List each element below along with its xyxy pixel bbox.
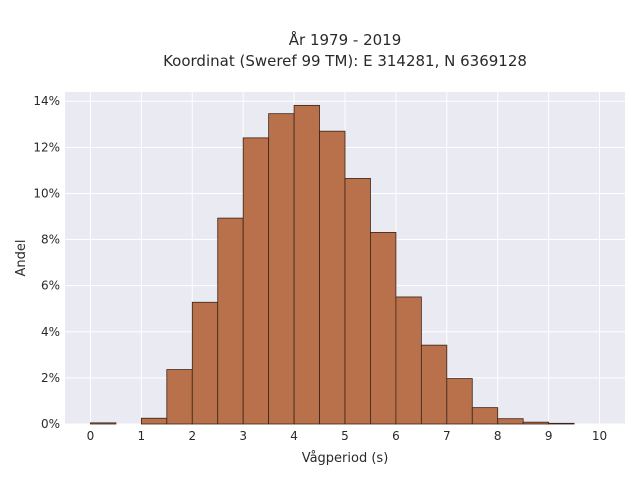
y-tick-label: 4%: [41, 325, 60, 339]
histogram-bar: [319, 130, 346, 425]
histogram-bar: [90, 422, 117, 425]
y-axis-label: Andel: [14, 240, 29, 277]
y-tick-label: 6%: [41, 279, 60, 293]
y-tick-labels: 0% 2% 4% 6% 8% 10% 12% 14%: [33, 94, 60, 431]
histogram-bar: [548, 422, 575, 425]
chart-subtitle: Koordinat (Sweref 99 TM): E 314281, N 63…: [163, 52, 527, 70]
x-axis-label: Vågperiod (s): [302, 451, 389, 466]
x-tick-label: 9: [545, 429, 553, 443]
x-tick-label: 10: [592, 429, 607, 443]
histogram-bar: [344, 178, 371, 425]
y-tick-label: 10%: [33, 186, 60, 200]
histogram-bar: [471, 407, 499, 425]
x-tick-label: 8: [494, 429, 502, 443]
y-tick-label: 14%: [33, 94, 60, 108]
histogram-bar: [370, 232, 397, 425]
y-tick-label: 0%: [41, 417, 60, 431]
x-tick-label: 2: [188, 429, 196, 443]
x-tick-label: 5: [341, 429, 349, 443]
x-tick-label: 1: [138, 429, 146, 443]
histogram-bar: [166, 369, 193, 425]
y-tick-label: 2%: [41, 371, 60, 385]
x-tick-label: 6: [392, 429, 400, 443]
y-tick-label: 8%: [41, 233, 60, 247]
histogram-bar: [420, 344, 448, 425]
histogram-bar: [293, 104, 320, 425]
histogram-bar: [242, 137, 270, 425]
x-tick-label: 4: [290, 429, 298, 443]
x-tick-label: 0: [87, 429, 95, 443]
bars: [90, 104, 575, 425]
x-tick-label: 3: [239, 429, 247, 443]
chart-title: År 1979 - 2019: [289, 30, 402, 49]
histogram-bar: [268, 113, 295, 425]
histogram-bar: [395, 296, 422, 425]
histogram-bar: [140, 417, 168, 425]
histogram-bar: [497, 418, 524, 425]
x-tick-labels: 0 1 2 3 4 5 6 7 8 9 10: [87, 429, 608, 443]
histogram-bar: [217, 217, 244, 425]
x-tick-label: 7: [443, 429, 451, 443]
histogram-bar: [522, 421, 550, 425]
histogram-bar: [191, 301, 219, 425]
histogram-bar: [446, 378, 473, 425]
y-tick-label: 12%: [33, 140, 60, 154]
